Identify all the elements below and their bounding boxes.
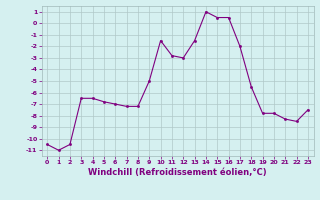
X-axis label: Windchill (Refroidissement éolien,°C): Windchill (Refroidissement éolien,°C): [88, 168, 267, 177]
